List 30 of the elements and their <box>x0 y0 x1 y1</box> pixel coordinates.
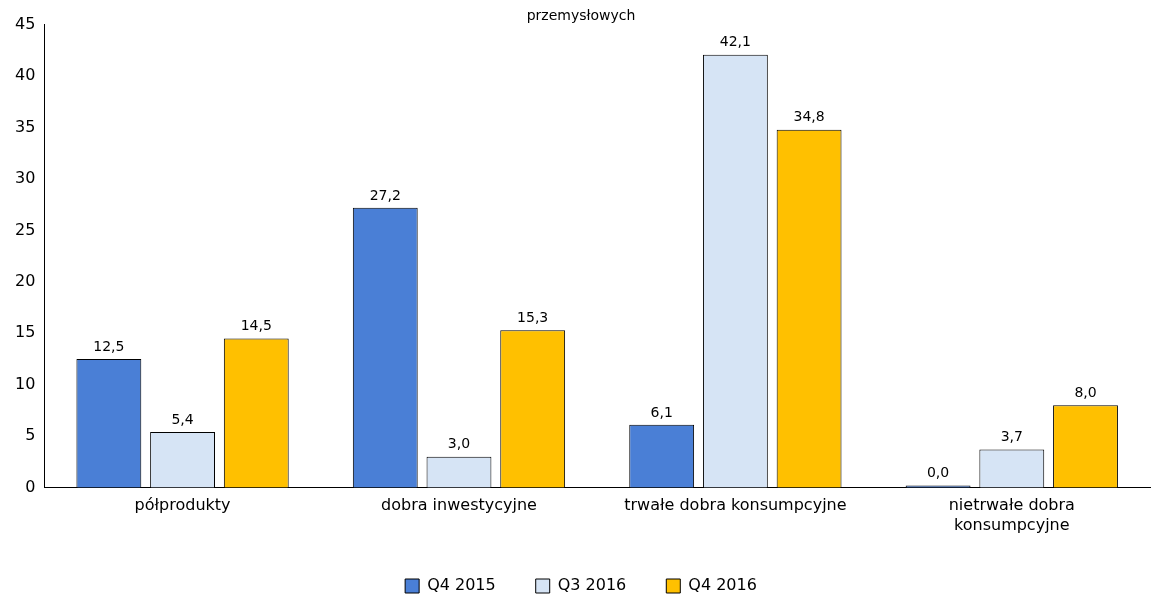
data-label: 27,2 <box>369 186 401 203</box>
y-tick-label: 15 <box>15 322 36 342</box>
chart-title: przemysłowych <box>526 7 636 24</box>
data-label: 3,7 <box>1000 428 1023 445</box>
y-tick-label: 5 <box>25 425 36 445</box>
x-tick-label: nietrwałe dobra konsumpcyjne <box>948 495 1075 534</box>
legend-label: Q3 2016 <box>557 575 627 595</box>
data-label: 3,0 <box>447 435 471 452</box>
x-tick-label: dobra inwestycyjne <box>381 495 537 515</box>
legend-label: Q4 2016 <box>688 575 757 595</box>
y-tick-label: 35 <box>15 116 36 136</box>
x-tick-label: półprodukty <box>134 495 231 515</box>
y-tick-label: 30 <box>15 168 36 188</box>
data-label: 14,5 <box>240 317 272 334</box>
data-label: 34,8 <box>793 108 825 125</box>
data-label: 15,3 <box>517 308 549 325</box>
x-tick-label: trwałe dobra konsumpcyjne <box>624 495 847 515</box>
y-tick-label: 0 <box>25 476 36 496</box>
legend-label: Q4 2015 <box>427 575 496 595</box>
y-tick-label: 20 <box>15 271 36 291</box>
y-tick-label: 45 <box>15 13 36 33</box>
data-label: 42,1 <box>719 33 751 50</box>
data-label: 5,4 <box>171 410 194 427</box>
y-tick-label: 40 <box>15 65 36 85</box>
data-label: 0,0 <box>926 464 950 481</box>
y-tick-label: 25 <box>15 219 36 239</box>
data-label: 8,0 <box>1074 383 1097 400</box>
data-label: 6,1 <box>650 403 673 420</box>
y-tick-label: 10 <box>15 373 36 393</box>
data-label: 12,5 <box>93 337 125 354</box>
